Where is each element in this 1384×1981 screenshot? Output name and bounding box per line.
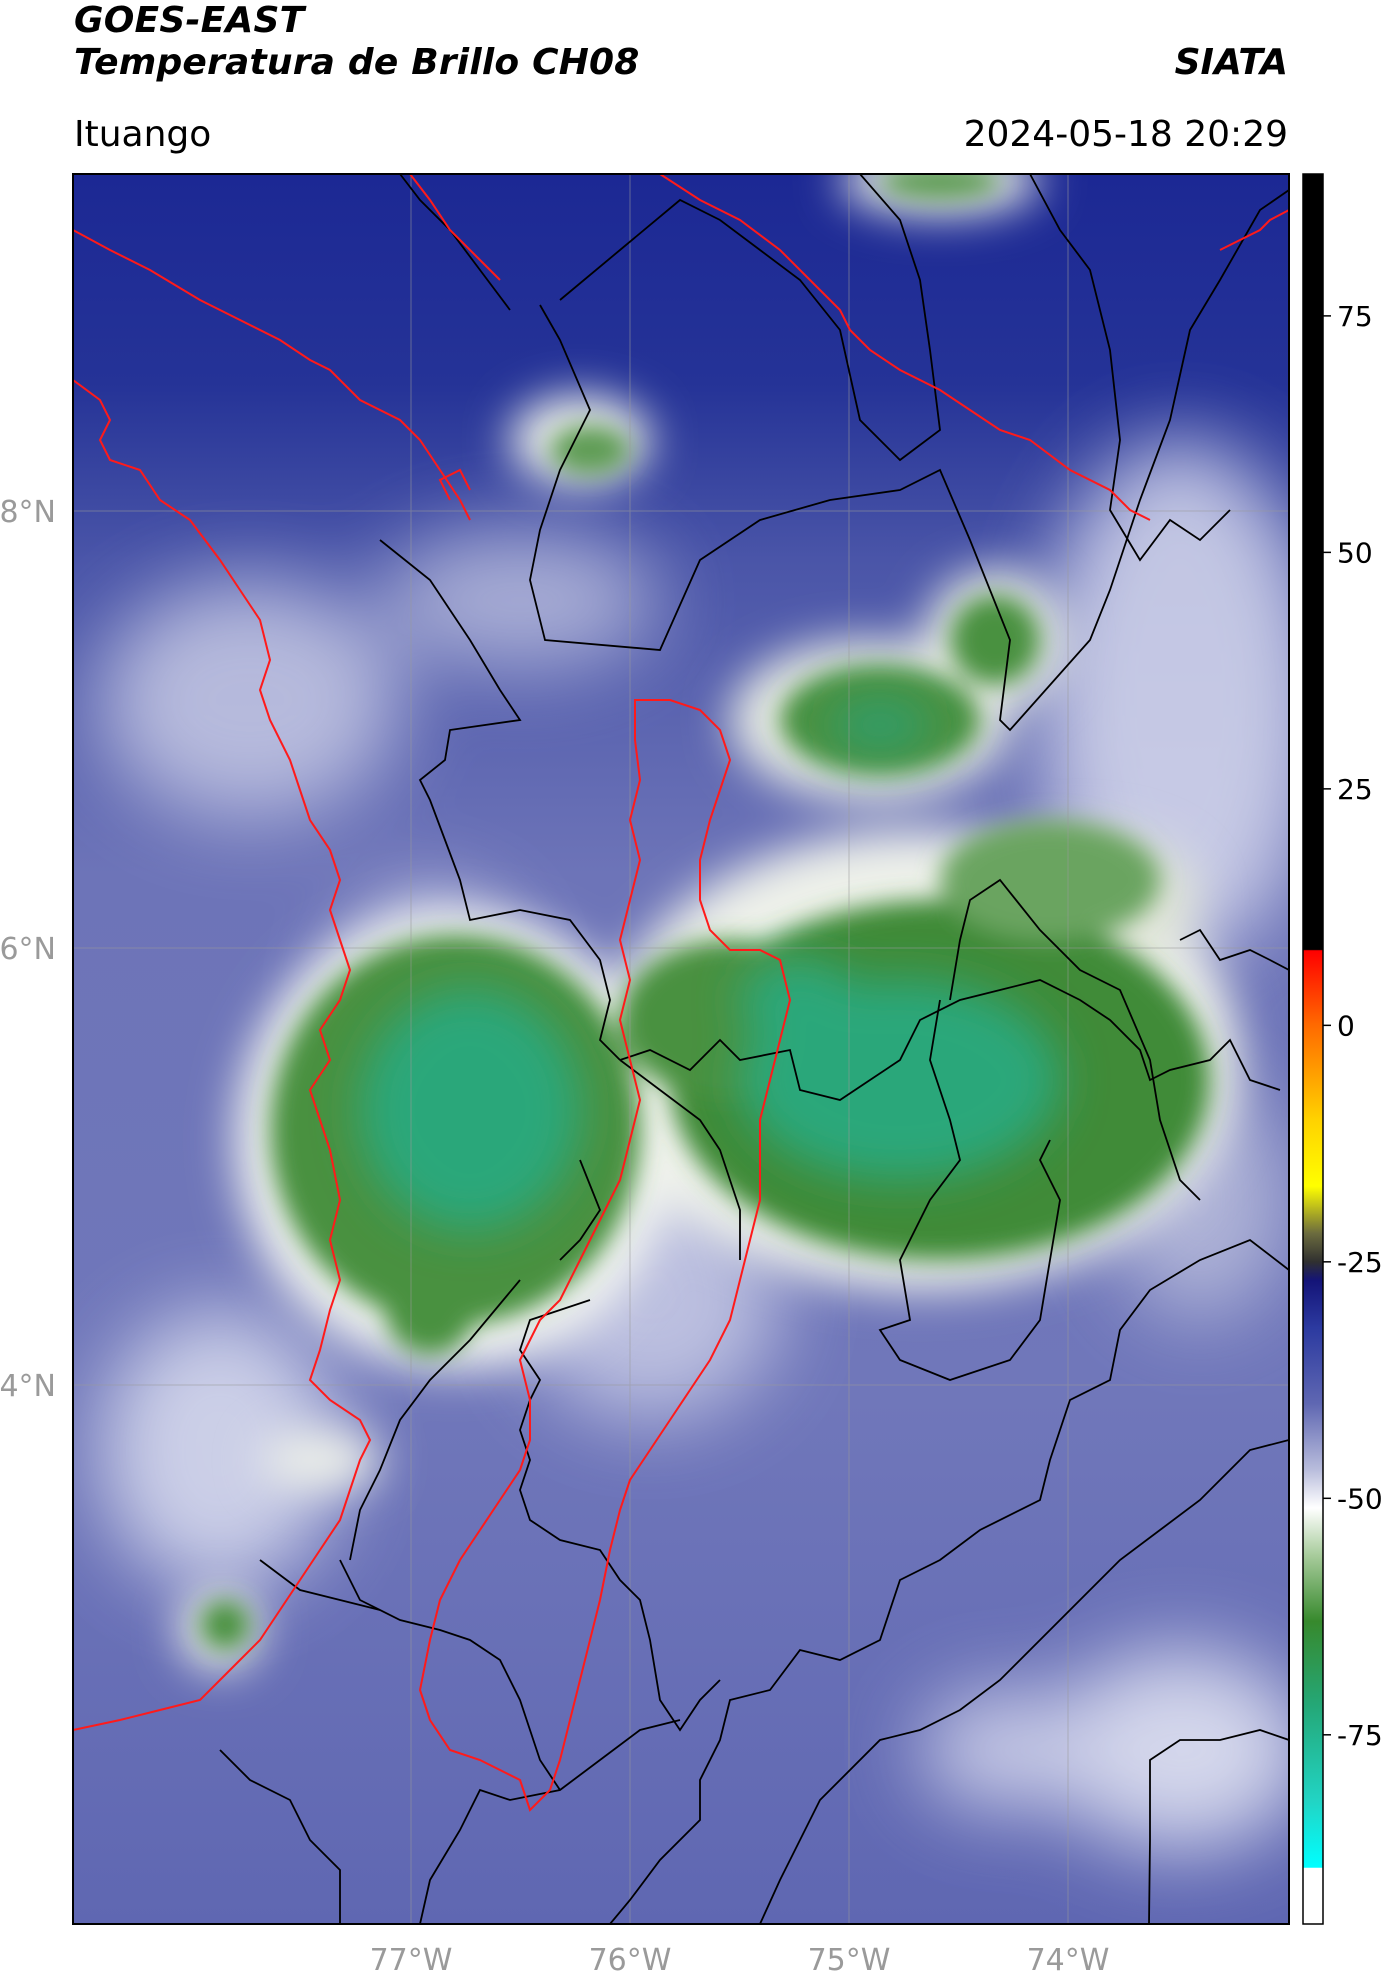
colorbar-gradient [1302, 173, 1324, 1925]
colorbar-tick-label: -25 [1337, 1246, 1383, 1279]
datetime-label: 2024-05-18 20:29 [963, 114, 1288, 155]
colorbar-tick-label: -50 [1337, 1482, 1383, 1515]
gridlines [73, 174, 1289, 1924]
product-title: Temperatura de Brillo CH08 [74, 42, 640, 83]
basin-outline [73, 174, 1289, 1812]
organization-label: SIATA [1174, 42, 1288, 83]
map-frame [72, 173, 1290, 1925]
satellite-title: GOES-EAST [74, 0, 305, 41]
lon-tick-label: 77°W [370, 1943, 453, 1978]
lon-tick-label: 75°W [808, 1943, 891, 1978]
satellite-imagery [73, 174, 1289, 1924]
colorbar: 75 50 25 0 -25 -50 -75 [1302, 173, 1383, 1925]
lat-tick-label: 6°N [0, 932, 56, 967]
lat-tick-label: 8°N [0, 495, 56, 530]
lon-axis: 77°W 76°W 75°W 74°W [370, 1943, 1110, 1978]
location-label: Ituango [74, 114, 212, 155]
colorbar-tick-label: 0 [1337, 1009, 1355, 1042]
colorbar-tick-label: 50 [1337, 536, 1373, 569]
lat-axis: 8°N 6°N 4°N [0, 495, 56, 1404]
lat-tick-label: 4°N [0, 1369, 56, 1404]
lon-tick-label: 74°W [1027, 1943, 1110, 1978]
colorbar-tick-label: -75 [1337, 1719, 1383, 1752]
department-borders [219, 174, 1289, 1924]
colorbar-tick-label: 25 [1337, 773, 1373, 806]
lon-tick-label: 76°W [589, 1943, 672, 1978]
colorbar-tick-label: 75 [1337, 300, 1373, 333]
